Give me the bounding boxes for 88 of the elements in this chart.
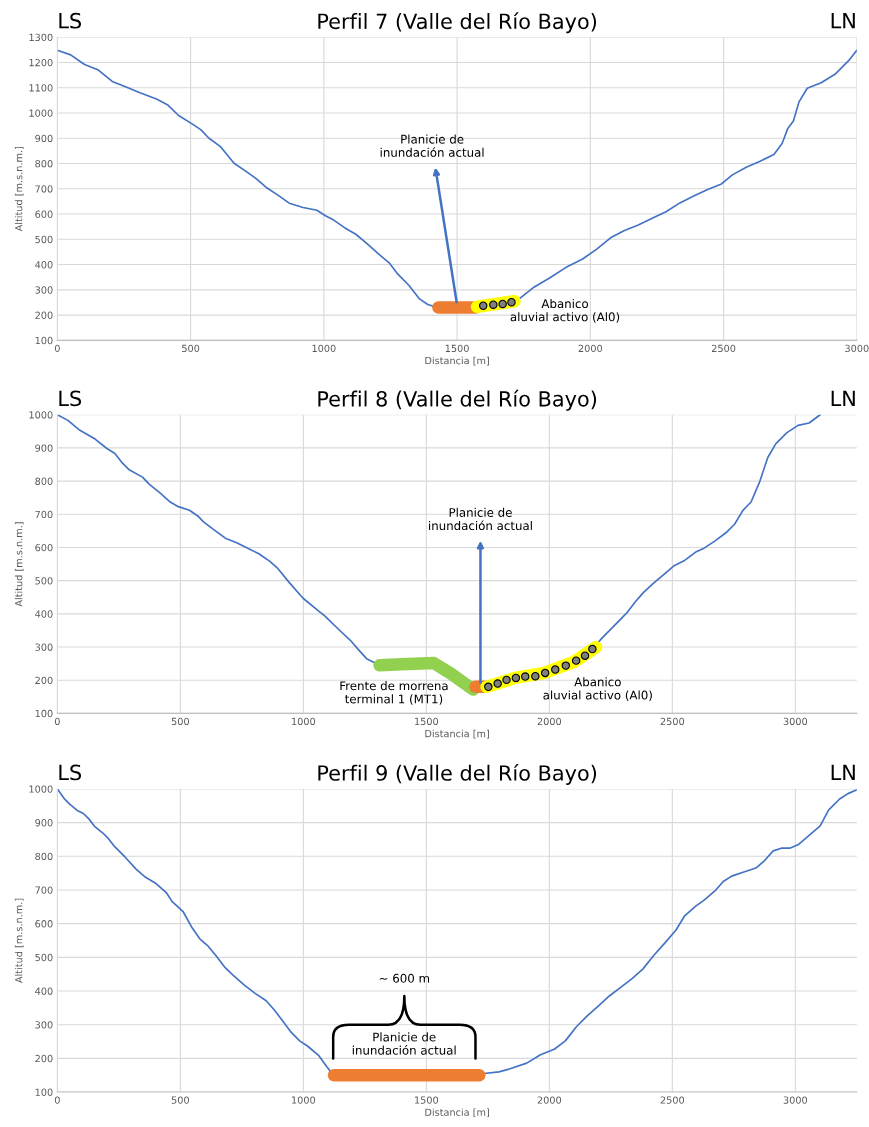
y-tick-label: 600 <box>35 543 53 552</box>
y-tick-label: 1200 <box>29 58 53 67</box>
annotation: Abanico aluvial activo (Al0) <box>543 677 652 701</box>
x-tick-label: 0 <box>54 1096 60 1104</box>
point <box>531 671 540 681</box>
chart-title: Perfil 7 (Valle del Río Bayo) <box>318 12 597 34</box>
point <box>540 668 550 678</box>
point <box>493 679 502 688</box>
x-tick-label: 2000 <box>578 344 603 353</box>
point <box>521 672 530 681</box>
text: LN <box>831 764 855 781</box>
y-tick-label: 300 <box>35 643 53 651</box>
y-tick-label: 1000 <box>29 785 53 793</box>
y-tick-label: 100 <box>35 709 53 718</box>
x-tick-label: 0 <box>54 344 60 353</box>
text: LS <box>59 764 82 781</box>
text: LN <box>831 390 855 406</box>
x-tick-label: 3000 <box>783 717 808 726</box>
x-tick-label: 2000 <box>537 1096 562 1104</box>
chart-title: Perfil 9 (Valle del Río Bayo) <box>318 763 597 785</box>
y-tick-label: 400 <box>35 261 53 269</box>
x-tick-label: 3000 <box>845 344 869 353</box>
text: LN <box>831 13 855 29</box>
y-tick-label: 100 <box>35 1088 53 1096</box>
y-tick-label: 300 <box>35 286 53 294</box>
point <box>588 644 597 654</box>
line-series <box>57 49 857 309</box>
y-tick-label: 700 <box>35 886 53 894</box>
y-tick-label: 1000 <box>29 411 53 419</box>
annotation: ~ 600 m <box>379 973 430 983</box>
x-tick-label: 1500 <box>415 1096 439 1104</box>
y-tick-label: 700 <box>35 185 53 193</box>
text: LS <box>59 12 82 29</box>
annotation: Abanico aluvial activo (Al0) <box>510 298 620 323</box>
x-tick-label: 0 <box>54 717 60 726</box>
y-tick-label: 400 <box>35 610 53 618</box>
y-tick-label: 1000 <box>29 109 53 117</box>
point <box>502 675 511 685</box>
x-tick-label: 2500 <box>711 344 736 353</box>
y-tick-label: 800 <box>35 477 53 485</box>
y-tick-label: 1100 <box>29 84 53 92</box>
y-tick-label: 300 <box>35 1021 53 1029</box>
x-tick-label: 500 <box>171 1096 189 1104</box>
point <box>511 673 521 683</box>
y-tick-label: 900 <box>35 819 53 827</box>
y-tick-label: 800 <box>35 159 53 168</box>
x-tick-label: 1500 <box>445 344 469 353</box>
y-tick-label: 500 <box>35 953 53 962</box>
x-tick-label: 500 <box>171 717 189 726</box>
point <box>561 661 571 670</box>
y-tick-label: 600 <box>35 210 53 218</box>
annotation: Planicie de inundación actual <box>380 134 484 157</box>
y-tick-label: 200 <box>35 1054 53 1063</box>
x-axis-title: Distancia [m] <box>425 356 489 366</box>
x-tick-label: 500 <box>182 344 200 353</box>
text: LS <box>59 390 82 407</box>
y-tick-label: 900 <box>35 134 53 143</box>
y-axis-title: Altitud [m.s.n.m.] <box>14 522 24 607</box>
x-tick-label: 2500 <box>660 1096 685 1104</box>
y-axis-title: Altitud [m.s.n.m.] <box>14 898 24 984</box>
x-axis-title: Distancia [m] <box>425 1108 489 1118</box>
x-tick-label: 2500 <box>660 717 685 726</box>
y-tick-label: 500 <box>35 235 53 244</box>
annotation: Planicie de inundación actual <box>352 1032 456 1055</box>
annotation: Frente de morrena terminal 1 (MT1) <box>340 681 448 705</box>
y-tick-label: 1300 <box>29 33 53 42</box>
point <box>571 656 581 665</box>
x-axis-title: Distancia [m] <box>425 729 489 739</box>
x-tick-label: 1500 <box>415 717 439 726</box>
x-tick-label: 2000 <box>537 717 562 726</box>
y-tick-label: 800 <box>35 852 53 861</box>
y-tick-label: 200 <box>35 676 53 685</box>
chart-title: Perfil 8 (Valle del Río Bayo) <box>318 389 597 411</box>
y-tick-label: 900 <box>35 444 53 452</box>
x-tick-label: 1000 <box>312 344 336 353</box>
point <box>580 651 590 660</box>
y-tick-label: 700 <box>35 510 53 519</box>
y-tick-label: 600 <box>35 920 53 928</box>
y-tick-label: 400 <box>35 987 53 995</box>
y-tick-label: 500 <box>35 577 53 585</box>
point <box>551 665 560 674</box>
x-tick-label: 3000 <box>783 1096 808 1104</box>
x-tick-label: 1000 <box>292 717 316 726</box>
y-tick-label: 100 <box>35 336 53 345</box>
x-tick-label: 1000 <box>292 1096 316 1104</box>
y-tick-label: 200 <box>35 311 53 319</box>
annotation: Planicie de inundación actual <box>429 507 532 531</box>
y-axis-title: Altitud [m.s.n.m.] <box>14 147 24 232</box>
